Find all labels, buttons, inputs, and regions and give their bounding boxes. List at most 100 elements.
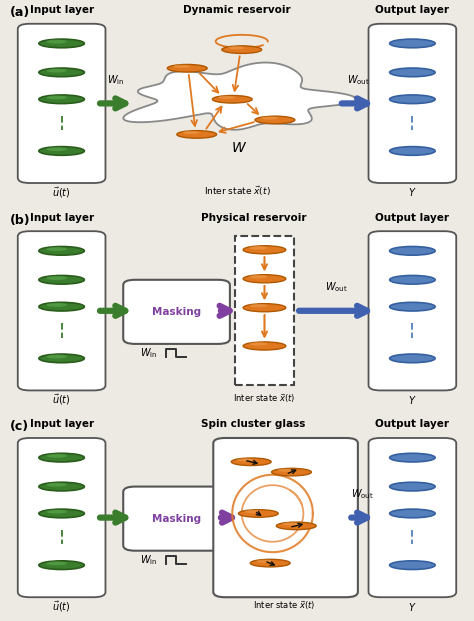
Ellipse shape bbox=[243, 246, 286, 254]
Text: $W$: $W$ bbox=[231, 141, 247, 155]
Ellipse shape bbox=[250, 342, 267, 346]
Ellipse shape bbox=[212, 96, 252, 103]
Text: $\vec{u}(t)$: $\vec{u}(t)$ bbox=[52, 392, 71, 407]
Text: Spin cluster glass: Spin cluster glass bbox=[201, 419, 306, 429]
Text: Output layer: Output layer bbox=[375, 5, 449, 15]
Ellipse shape bbox=[390, 302, 435, 311]
FancyBboxPatch shape bbox=[213, 438, 358, 597]
Text: $W_{\rm in}$: $W_{\rm in}$ bbox=[108, 73, 125, 86]
Text: Input layer: Input layer bbox=[29, 212, 94, 222]
Ellipse shape bbox=[256, 560, 273, 563]
Ellipse shape bbox=[228, 46, 245, 49]
Text: Masking: Masking bbox=[152, 514, 201, 524]
Text: Masking: Masking bbox=[152, 307, 201, 317]
Text: $Y$: $Y$ bbox=[408, 394, 417, 406]
Ellipse shape bbox=[390, 247, 435, 255]
Text: (c): (c) bbox=[9, 420, 28, 433]
Ellipse shape bbox=[46, 40, 67, 43]
Ellipse shape bbox=[390, 68, 435, 77]
Ellipse shape bbox=[250, 246, 267, 250]
Ellipse shape bbox=[39, 276, 84, 284]
Ellipse shape bbox=[39, 247, 84, 255]
Ellipse shape bbox=[46, 247, 67, 251]
Text: $\vec{u}(t)$: $\vec{u}(t)$ bbox=[52, 185, 71, 199]
Ellipse shape bbox=[39, 483, 84, 491]
FancyBboxPatch shape bbox=[18, 231, 105, 391]
Text: Input layer: Input layer bbox=[29, 419, 94, 429]
Ellipse shape bbox=[390, 39, 435, 48]
Ellipse shape bbox=[250, 304, 267, 307]
FancyBboxPatch shape bbox=[18, 24, 105, 183]
Ellipse shape bbox=[46, 276, 67, 280]
Ellipse shape bbox=[183, 131, 200, 134]
Text: $W_{\rm in}$: $W_{\rm in}$ bbox=[140, 347, 157, 360]
FancyBboxPatch shape bbox=[123, 487, 230, 551]
Text: (a): (a) bbox=[9, 6, 30, 19]
Ellipse shape bbox=[39, 39, 84, 48]
Text: Inter state $\vec{x}(t)$: Inter state $\vec{x}(t)$ bbox=[204, 184, 270, 198]
Text: $W_{\rm in}$: $W_{\rm in}$ bbox=[140, 553, 157, 567]
Ellipse shape bbox=[39, 95, 84, 104]
Ellipse shape bbox=[250, 275, 267, 278]
Ellipse shape bbox=[390, 147, 435, 155]
Ellipse shape bbox=[276, 522, 316, 530]
Ellipse shape bbox=[39, 147, 84, 155]
Text: $W_{\rm out}$: $W_{\rm out}$ bbox=[325, 280, 348, 294]
Ellipse shape bbox=[390, 453, 435, 462]
FancyBboxPatch shape bbox=[368, 231, 456, 391]
Ellipse shape bbox=[390, 561, 435, 569]
Ellipse shape bbox=[245, 510, 261, 513]
Ellipse shape bbox=[46, 96, 67, 99]
Ellipse shape bbox=[46, 69, 67, 73]
Ellipse shape bbox=[167, 65, 207, 72]
Ellipse shape bbox=[39, 354, 84, 363]
Ellipse shape bbox=[222, 46, 262, 53]
Ellipse shape bbox=[390, 483, 435, 491]
Text: $W_{\rm out}$: $W_{\rm out}$ bbox=[351, 487, 374, 501]
Ellipse shape bbox=[39, 302, 84, 311]
Ellipse shape bbox=[231, 458, 271, 466]
Ellipse shape bbox=[39, 453, 84, 462]
Ellipse shape bbox=[261, 116, 278, 120]
Ellipse shape bbox=[177, 130, 217, 138]
Ellipse shape bbox=[390, 95, 435, 104]
Ellipse shape bbox=[173, 65, 190, 68]
Ellipse shape bbox=[250, 560, 290, 567]
Text: $Y$: $Y$ bbox=[408, 186, 417, 198]
Ellipse shape bbox=[219, 96, 235, 99]
FancyBboxPatch shape bbox=[18, 438, 105, 597]
Ellipse shape bbox=[278, 469, 294, 472]
Ellipse shape bbox=[46, 454, 67, 458]
Ellipse shape bbox=[390, 509, 435, 518]
Ellipse shape bbox=[46, 147, 67, 151]
Ellipse shape bbox=[390, 276, 435, 284]
FancyBboxPatch shape bbox=[368, 438, 456, 597]
Ellipse shape bbox=[255, 116, 295, 124]
Ellipse shape bbox=[39, 509, 84, 518]
Ellipse shape bbox=[243, 342, 286, 350]
Text: Inter state $\vec{x}(t)$: Inter state $\vec{x}(t)$ bbox=[233, 392, 296, 405]
Ellipse shape bbox=[46, 303, 67, 307]
Text: $W_{\rm out}$: $W_{\rm out}$ bbox=[346, 73, 369, 86]
Text: Physical reservoir: Physical reservoir bbox=[201, 212, 306, 222]
Ellipse shape bbox=[46, 510, 67, 514]
Ellipse shape bbox=[390, 354, 435, 363]
Text: Dynamic reservoir: Dynamic reservoir bbox=[183, 5, 291, 15]
Ellipse shape bbox=[39, 561, 84, 569]
Text: $Y$: $Y$ bbox=[408, 601, 417, 612]
Ellipse shape bbox=[46, 483, 67, 487]
Bar bbox=[235, 237, 294, 385]
Text: Input layer: Input layer bbox=[29, 5, 94, 15]
Ellipse shape bbox=[243, 274, 286, 283]
Ellipse shape bbox=[243, 304, 286, 312]
Text: $\vec{u}(t)$: $\vec{u}(t)$ bbox=[52, 599, 71, 614]
Text: Output layer: Output layer bbox=[375, 419, 449, 429]
Text: (b): (b) bbox=[9, 214, 30, 227]
FancyBboxPatch shape bbox=[123, 280, 230, 344]
Ellipse shape bbox=[237, 458, 254, 461]
Ellipse shape bbox=[46, 355, 67, 358]
Ellipse shape bbox=[39, 68, 84, 77]
Text: Output layer: Output layer bbox=[375, 212, 449, 222]
Polygon shape bbox=[123, 63, 356, 130]
Ellipse shape bbox=[283, 522, 299, 525]
